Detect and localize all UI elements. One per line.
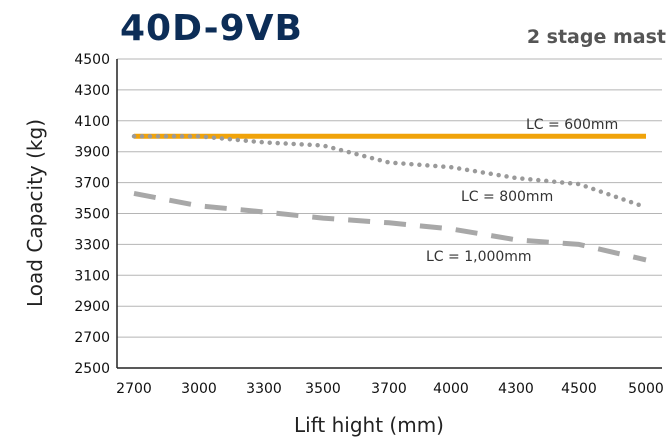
x-tick-label: 3700 bbox=[371, 381, 407, 397]
x-axis-label: Lift hight (mm) bbox=[294, 413, 444, 437]
axis-layer bbox=[116, 59, 662, 369]
x-tick-label: 2700 bbox=[116, 381, 152, 397]
y-tick-label: 4300 bbox=[74, 83, 110, 99]
y-tick-label: 2700 bbox=[74, 330, 110, 346]
x-tick-label: 3000 bbox=[181, 381, 217, 397]
x-tick-label: 4500 bbox=[561, 381, 597, 397]
x-tick-label: 4000 bbox=[433, 381, 469, 397]
x-tick-label: 5000 bbox=[628, 381, 664, 397]
series-line-2 bbox=[131, 134, 649, 210]
series-layer bbox=[131, 133, 649, 263]
y-tick-label: 3500 bbox=[74, 207, 110, 223]
y-tick-label: 3700 bbox=[74, 176, 110, 192]
y-tick-label: 2500 bbox=[74, 361, 110, 377]
series-line-3 bbox=[133, 190, 647, 263]
x-tick-label: 3500 bbox=[305, 381, 341, 397]
y-axis-label: Load Capacity (kg) bbox=[23, 119, 47, 307]
chart-title: 40D-9VB bbox=[120, 8, 303, 49]
tick-labels: 4500 4300 4100 3900 3700 3500 3300 3100 2900 2700… bbox=[74, 52, 663, 397]
series-label-1: LC = 600mm bbox=[526, 117, 618, 133]
series-label-3: LC = 1,000mm bbox=[426, 249, 532, 265]
grid-layer bbox=[117, 58, 662, 338]
series-label-2: LC = 800mm bbox=[461, 189, 553, 205]
series-labels: LC = 600mm LC = 800mm LC = 1,000mm bbox=[426, 117, 618, 265]
y-tick-label: 3300 bbox=[74, 237, 110, 253]
y-tick-label: 2900 bbox=[74, 299, 110, 315]
y-tick-label: 3900 bbox=[74, 145, 110, 161]
y-tick-label: 3100 bbox=[74, 268, 110, 284]
y-tick-label: 4500 bbox=[74, 52, 110, 68]
x-tick-label: 3300 bbox=[246, 381, 282, 397]
x-tick-label: 4300 bbox=[498, 381, 534, 397]
y-tick-label: 4100 bbox=[74, 114, 110, 130]
chart-subtitle: 2 stage mast bbox=[527, 26, 666, 48]
